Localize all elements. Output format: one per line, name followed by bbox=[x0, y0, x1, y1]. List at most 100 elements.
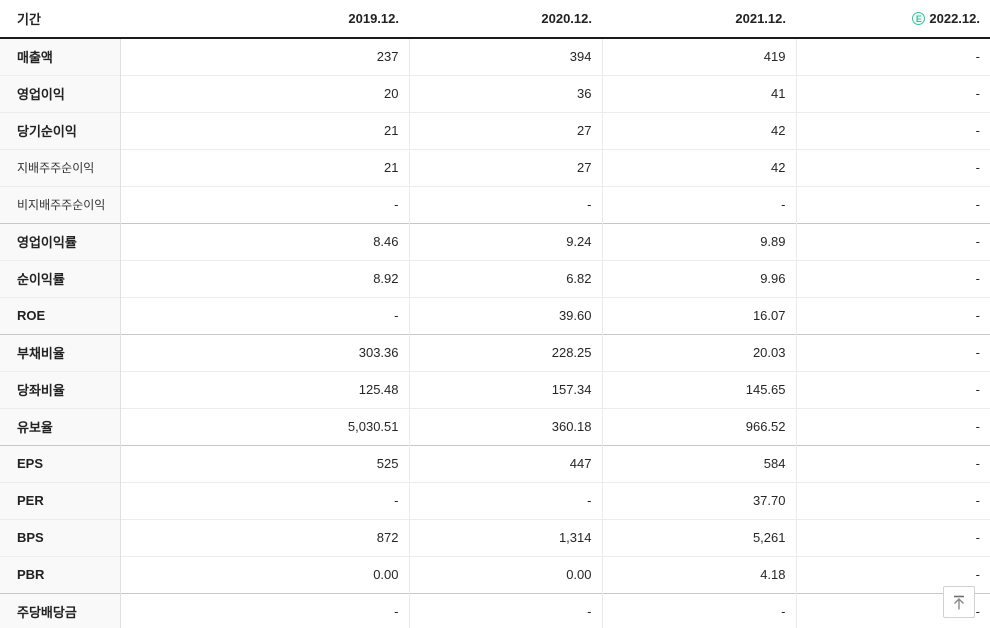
cell-value: - bbox=[409, 481, 603, 519]
table-row: 당기순이익 21 27 42- bbox=[0, 111, 990, 149]
cell-value: - bbox=[796, 407, 990, 445]
cell-value: 4.18 bbox=[602, 555, 797, 593]
cell-value: 5,030.51 bbox=[120, 407, 410, 445]
cell-value: 525 bbox=[120, 444, 410, 482]
cell-value: - bbox=[796, 222, 990, 260]
cell-value: - bbox=[120, 481, 410, 519]
table-row: PBR 0.00 0.00 4.18- bbox=[0, 555, 990, 593]
cell-value: 228.25 bbox=[409, 333, 603, 371]
cell-value: 6.82 bbox=[409, 259, 603, 297]
row-label: BPS bbox=[0, 518, 121, 556]
cell-value: 27 bbox=[409, 111, 603, 149]
cell-value: 39.60 bbox=[409, 296, 603, 334]
table-row: EPS 525 447 584- bbox=[0, 444, 990, 482]
cell-value: 37.70 bbox=[602, 481, 797, 519]
cell-value: 20 bbox=[120, 74, 410, 112]
cell-value: - bbox=[796, 444, 990, 482]
table-row: 주당배당금 - - - - bbox=[0, 592, 990, 628]
table-row: 유보율 5,030.51 360.18 966.52- bbox=[0, 407, 990, 445]
cell-value: - bbox=[796, 148, 990, 186]
table-row: 영업이익 20 36 41- bbox=[0, 74, 990, 112]
cell-value: - bbox=[602, 592, 797, 628]
cell-value: - bbox=[120, 296, 410, 334]
cell-value: 21 bbox=[120, 111, 410, 149]
cell-value: - bbox=[409, 185, 603, 223]
row-label: ROE bbox=[0, 296, 121, 334]
column-header-period: 기간 bbox=[0, 0, 120, 39]
cell-value: 394 bbox=[409, 38, 603, 75]
cell-value: 145.65 bbox=[602, 370, 797, 408]
row-label: 지배주주순이익 bbox=[0, 148, 121, 186]
cell-value: - bbox=[796, 481, 990, 519]
cell-value: - bbox=[796, 185, 990, 223]
cell-value: 27 bbox=[409, 148, 603, 186]
cell-value: 419 bbox=[602, 38, 797, 75]
row-label: 당좌비율 bbox=[0, 370, 121, 408]
cell-value: 8.46 bbox=[120, 222, 410, 260]
cell-value: 9.96 bbox=[602, 259, 797, 297]
cell-value: - bbox=[120, 592, 410, 628]
cell-value: 16.07 bbox=[602, 296, 797, 334]
table-row: 당좌비율 125.48 157.34 145.65- bbox=[0, 370, 990, 408]
row-label: 당기순이익 bbox=[0, 111, 121, 149]
cell-value: - bbox=[796, 111, 990, 149]
estimate-badge-icon: E bbox=[912, 12, 926, 25]
cell-value: 20.03 bbox=[602, 333, 797, 371]
cell-value: 36 bbox=[409, 74, 603, 112]
table-row: ROE -39.60 16.07- bbox=[0, 296, 990, 334]
table-row: 매출액 237 394 419 - bbox=[0, 38, 990, 75]
row-label: PBR bbox=[0, 555, 121, 593]
table-row: PER - -37.70- bbox=[0, 481, 990, 519]
row-label: 순이익률 bbox=[0, 259, 121, 297]
table-row: 부채비율 303.36 228.25 20.03- bbox=[0, 333, 990, 371]
table-row: BPS 872 1,314 5,261- bbox=[0, 518, 990, 556]
cell-value: 41 bbox=[602, 74, 797, 112]
cell-value: 8.92 bbox=[120, 259, 410, 297]
row-label: 주당배당금 bbox=[0, 592, 121, 628]
cell-value: - bbox=[602, 185, 797, 223]
cell-value: - bbox=[796, 259, 990, 297]
cell-value: 21 bbox=[120, 148, 410, 186]
row-label: 영업이익 bbox=[0, 74, 121, 112]
column-header-2021: 2021.12. bbox=[602, 0, 796, 39]
cell-value: 237 bbox=[120, 38, 410, 75]
cell-value: - bbox=[975, 49, 980, 65]
cell-value: - bbox=[796, 370, 990, 408]
scroll-to-top-button[interactable] bbox=[943, 586, 975, 618]
cell-value: 9.24 bbox=[409, 222, 603, 260]
cell-value: - bbox=[409, 592, 603, 628]
cell-value: - bbox=[796, 296, 990, 334]
cell-value: 360.18 bbox=[409, 407, 603, 445]
table-body: 매출액 237 394 419- 영업이익 20 36 41- 당기순이익 21 27 42- 지배주주… bbox=[0, 38, 990, 628]
cell-value: 966.52 bbox=[602, 407, 797, 445]
table-row: 지배주주순이익 21 27 42- bbox=[0, 148, 990, 186]
cell-value: 0.00 bbox=[409, 555, 603, 593]
row-label: 유보율 bbox=[0, 407, 121, 445]
cell-value: - bbox=[120, 185, 410, 223]
cell-value: 42 bbox=[602, 148, 797, 186]
row-label: PER bbox=[0, 481, 121, 519]
row-label: 비지배주주순이익 bbox=[0, 185, 121, 223]
cell-value: - bbox=[796, 518, 990, 556]
cell-value: 0.00 bbox=[120, 555, 410, 593]
column-header-2022-estimate: E 2022.12. bbox=[796, 0, 990, 39]
cell-value: - bbox=[796, 74, 990, 112]
cell-value: 303.36 bbox=[120, 333, 410, 371]
table-row: 비지배주주순이익 - - - - bbox=[0, 185, 990, 223]
cell-value: 872 bbox=[120, 518, 410, 556]
cell-value: 42 bbox=[602, 111, 797, 149]
row-label: 영업이익률 bbox=[0, 222, 121, 260]
cell-value: - bbox=[796, 333, 990, 371]
cell-value: 1,314 bbox=[409, 518, 603, 556]
cell-value: 584 bbox=[602, 444, 797, 482]
column-header-2020: 2020.12. bbox=[409, 0, 602, 39]
column-header-2022-label: 2022.12. bbox=[929, 11, 980, 26]
row-label: 매출액 bbox=[0, 38, 121, 75]
column-header-2019: 2019.12. bbox=[120, 0, 409, 39]
table-header-row: 기간 2019.12. 2020.12. 2021.12. E 2022.12. bbox=[0, 0, 990, 39]
row-label: 부채비율 bbox=[0, 333, 121, 371]
cell-value: 447 bbox=[409, 444, 603, 482]
arrow-up-to-top-icon bbox=[954, 595, 964, 609]
row-label: EPS bbox=[0, 444, 121, 482]
